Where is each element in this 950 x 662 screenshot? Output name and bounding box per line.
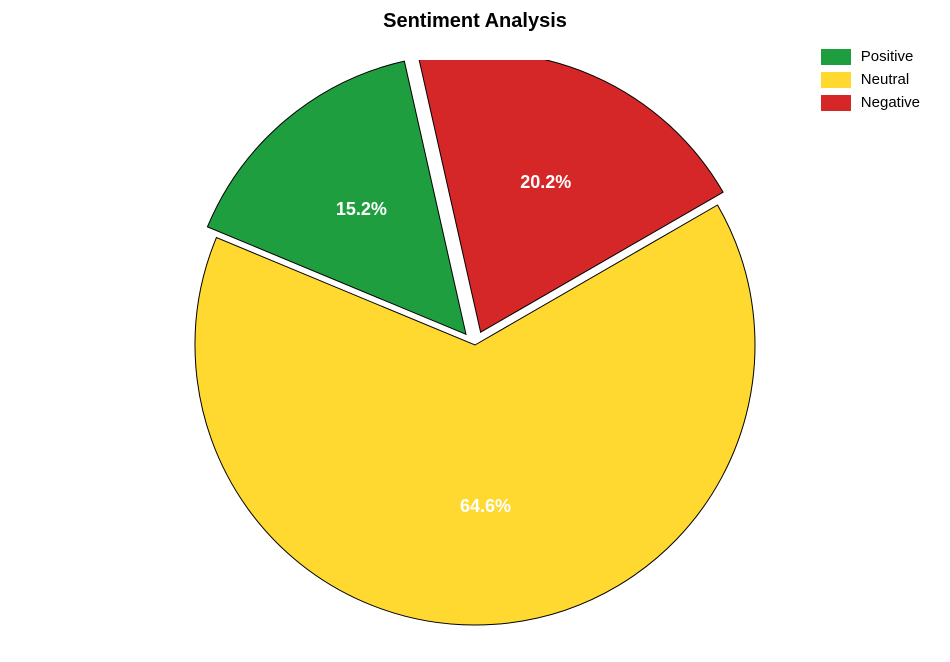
- legend-label: Neutral: [861, 71, 909, 88]
- slice-label-positive: 15.2%: [336, 199, 387, 219]
- legend-item-positive: Positive: [821, 48, 920, 65]
- legend-swatch: [821, 72, 851, 88]
- legend-item-negative: Negative: [821, 94, 920, 111]
- slice-label-negative: 20.2%: [520, 172, 571, 192]
- legend-label: Negative: [861, 94, 920, 111]
- pie-svg: 64.6% 15.2% 20.2%: [190, 60, 760, 630]
- legend: Positive Neutral Negative: [821, 48, 920, 111]
- legend-swatch: [821, 49, 851, 65]
- legend-label: Positive: [861, 48, 914, 65]
- slice-label-neutral: 64.6%: [460, 496, 511, 516]
- legend-swatch: [821, 95, 851, 111]
- pie-chart: 64.6% 15.2% 20.2%: [190, 60, 760, 630]
- legend-item-neutral: Neutral: [821, 71, 920, 88]
- chart-title: Sentiment Analysis: [383, 10, 567, 33]
